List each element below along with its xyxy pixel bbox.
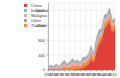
svg-text:400: 400: [38, 53, 45, 58]
svg-text:1200: 1200: [36, 23, 46, 28]
svg-text:800: 800: [38, 38, 45, 43]
svg-text:1600: 1600: [36, 8, 46, 13]
svg-text:2010: 2010: [108, 72, 112, 77]
svg-text:0: 0: [43, 67, 46, 72]
